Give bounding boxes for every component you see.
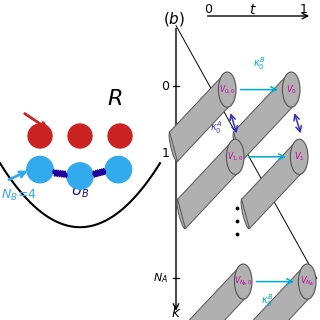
Text: $U_B$: $U_B$ <box>71 184 89 200</box>
Text: R: R <box>108 89 123 109</box>
Text: $N_B\!=\!4$: $N_B\!=\!4$ <box>1 188 37 203</box>
Polygon shape <box>170 75 231 161</box>
Circle shape <box>105 156 132 183</box>
Text: $k$: $k$ <box>171 305 181 320</box>
Polygon shape <box>178 142 239 228</box>
Text: $V_{1,0}$: $V_{1,0}$ <box>227 151 244 163</box>
Circle shape <box>282 72 300 107</box>
Circle shape <box>67 163 93 189</box>
Ellipse shape <box>231 142 240 172</box>
Polygon shape <box>250 267 311 320</box>
Text: $V_0$: $V_0$ <box>286 83 297 96</box>
Text: $\kappa_0^A$: $\kappa_0^A$ <box>210 120 222 136</box>
Polygon shape <box>242 142 303 228</box>
Text: $V_{N_{\!A}\!,0}$: $V_{N_{\!A}\!,0}$ <box>234 275 252 288</box>
Ellipse shape <box>303 267 312 296</box>
Ellipse shape <box>169 132 178 162</box>
Ellipse shape <box>241 199 250 229</box>
Circle shape <box>68 124 92 148</box>
Text: $V_{0,0}$: $V_{0,0}$ <box>219 84 236 96</box>
Text: $V_{N_{\!A}}$: $V_{N_{\!A}}$ <box>300 275 314 288</box>
Text: $t$: $t$ <box>249 3 257 17</box>
Circle shape <box>291 139 308 174</box>
Text: $\kappa_0^B$: $\kappa_0^B$ <box>253 56 265 72</box>
Text: $\kappa_0^B$: $\kappa_0^B$ <box>261 292 273 309</box>
Circle shape <box>299 264 316 299</box>
Ellipse shape <box>287 75 296 104</box>
Polygon shape <box>234 75 295 161</box>
Polygon shape <box>186 267 247 320</box>
Ellipse shape <box>177 199 186 229</box>
Ellipse shape <box>239 267 248 296</box>
Ellipse shape <box>233 132 242 162</box>
Text: $N_A$: $N_A$ <box>153 271 168 285</box>
Ellipse shape <box>223 75 232 104</box>
Text: 1: 1 <box>300 3 308 16</box>
Text: $(b)$: $(b)$ <box>163 10 185 28</box>
Circle shape <box>27 156 53 183</box>
Text: 1: 1 <box>162 147 170 160</box>
Circle shape <box>108 124 132 148</box>
Circle shape <box>218 72 236 107</box>
Text: 0: 0 <box>204 3 212 16</box>
Circle shape <box>28 124 52 148</box>
Circle shape <box>227 139 244 174</box>
Text: 0: 0 <box>162 80 170 93</box>
Ellipse shape <box>295 142 304 172</box>
Circle shape <box>234 264 252 299</box>
Text: $V_1$: $V_1$ <box>294 150 305 163</box>
